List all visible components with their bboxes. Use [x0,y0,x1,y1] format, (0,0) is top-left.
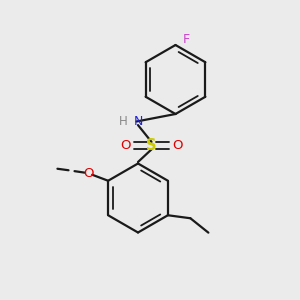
Text: O: O [120,139,131,152]
Text: O: O [83,167,94,180]
Text: S: S [146,138,157,153]
Text: H: H [118,115,127,128]
Text: F: F [183,33,190,46]
Text: O: O [172,139,182,152]
Text: N: N [133,115,143,128]
